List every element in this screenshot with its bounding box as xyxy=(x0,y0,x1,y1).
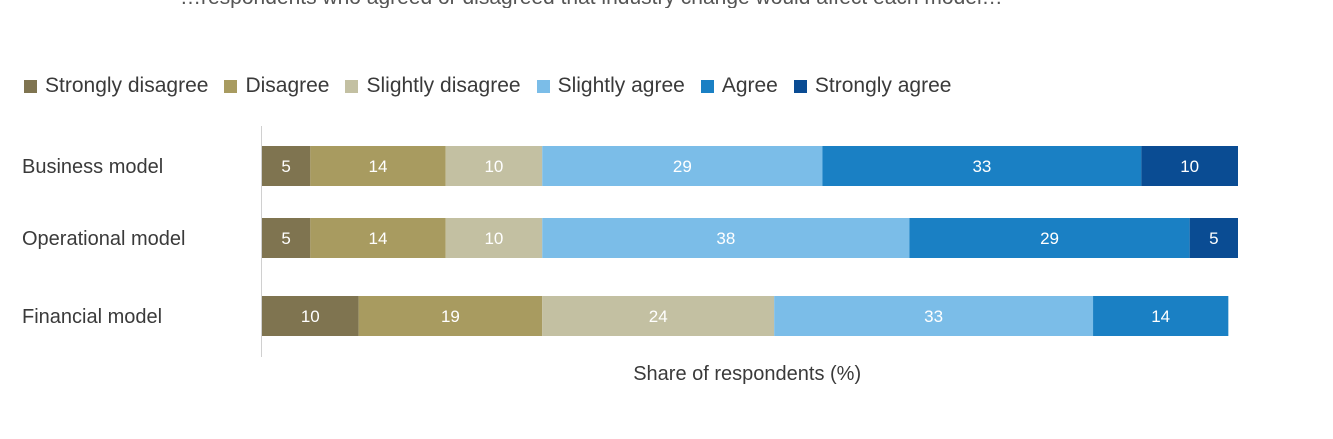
bar-segment xyxy=(909,218,1190,258)
data-label: 29 xyxy=(1040,229,1059,248)
legend-item: Slightly disagree xyxy=(345,74,521,98)
legend-swatch xyxy=(700,79,714,93)
data-label: 10 xyxy=(1180,157,1199,176)
bar-segment xyxy=(774,296,1094,336)
legend-swatch xyxy=(24,79,37,93)
data-label: 14 xyxy=(368,157,387,176)
x-axis-title: Share of respondents (%) xyxy=(633,363,861,385)
data-label: 10 xyxy=(484,157,503,176)
bar-segment xyxy=(542,146,823,186)
header-text: …respondents who agreed or disagreed tha… xyxy=(180,0,1003,8)
bar-segment xyxy=(310,218,446,258)
bar-segment xyxy=(1093,296,1229,336)
legend-label: Agree xyxy=(721,74,778,97)
legend-item: Slightly agree xyxy=(536,74,685,98)
legend-item: Agree xyxy=(700,74,778,98)
legend-swatch xyxy=(536,79,550,93)
data-label: 14 xyxy=(1151,307,1170,326)
bar-segment xyxy=(358,296,543,336)
bar-segment xyxy=(542,218,910,258)
legend-item: Disagree xyxy=(224,74,329,98)
data-label: 38 xyxy=(716,229,735,248)
bar-segment xyxy=(445,146,543,186)
bar-segment xyxy=(262,296,359,336)
category-label: Operational model xyxy=(22,228,185,250)
bar-segment xyxy=(542,296,775,336)
bar-segment xyxy=(262,218,311,258)
bar-segment xyxy=(1189,218,1238,258)
category-labels: Business model Operational model Financial… xyxy=(22,156,185,328)
bar-segment xyxy=(262,146,311,186)
data-label: 14 xyxy=(368,229,387,248)
data-label: 5 xyxy=(281,229,290,248)
bar-segment xyxy=(310,146,446,186)
legend-item: Strongly agree xyxy=(793,74,952,98)
legend-item: Strongly disagree xyxy=(24,74,208,98)
legend-swatch xyxy=(345,79,359,93)
bar-segment xyxy=(822,146,1142,186)
data-label: 5 xyxy=(1209,229,1218,248)
category-label: Financial model xyxy=(22,306,162,328)
bar-segment xyxy=(1141,146,1238,186)
data-label: 19 xyxy=(441,307,460,326)
legend-label: Strongly agree xyxy=(814,74,952,97)
data-label: 10 xyxy=(301,307,320,326)
category-label: Business model xyxy=(22,156,163,178)
data-label: 10 xyxy=(484,229,503,248)
bar-segment xyxy=(445,218,543,258)
clipped-header-text: …respondents who agreed or disagreed tha… xyxy=(0,0,1333,8)
data-label: 5 xyxy=(281,157,290,176)
data-label: 33 xyxy=(924,307,943,326)
data-label: 33 xyxy=(972,157,991,176)
data-label: 24 xyxy=(649,307,668,326)
chart-legend: Strongly disagree Disagree Slightly disagr… xyxy=(24,72,967,100)
legend-label: Disagree xyxy=(245,74,330,97)
legend-label: Slightly disagree xyxy=(366,74,521,97)
legend-swatch xyxy=(224,79,238,93)
legend-swatch xyxy=(793,79,807,93)
bar-segments: 5 14 10 29 33 10 5 14 10 38 29 5 10 19 24 33 14 xyxy=(262,146,1238,336)
data-label: 29 xyxy=(673,157,692,176)
legend-label: Slightly agree xyxy=(557,74,685,97)
legend-label: Strongly disagree xyxy=(45,74,209,97)
